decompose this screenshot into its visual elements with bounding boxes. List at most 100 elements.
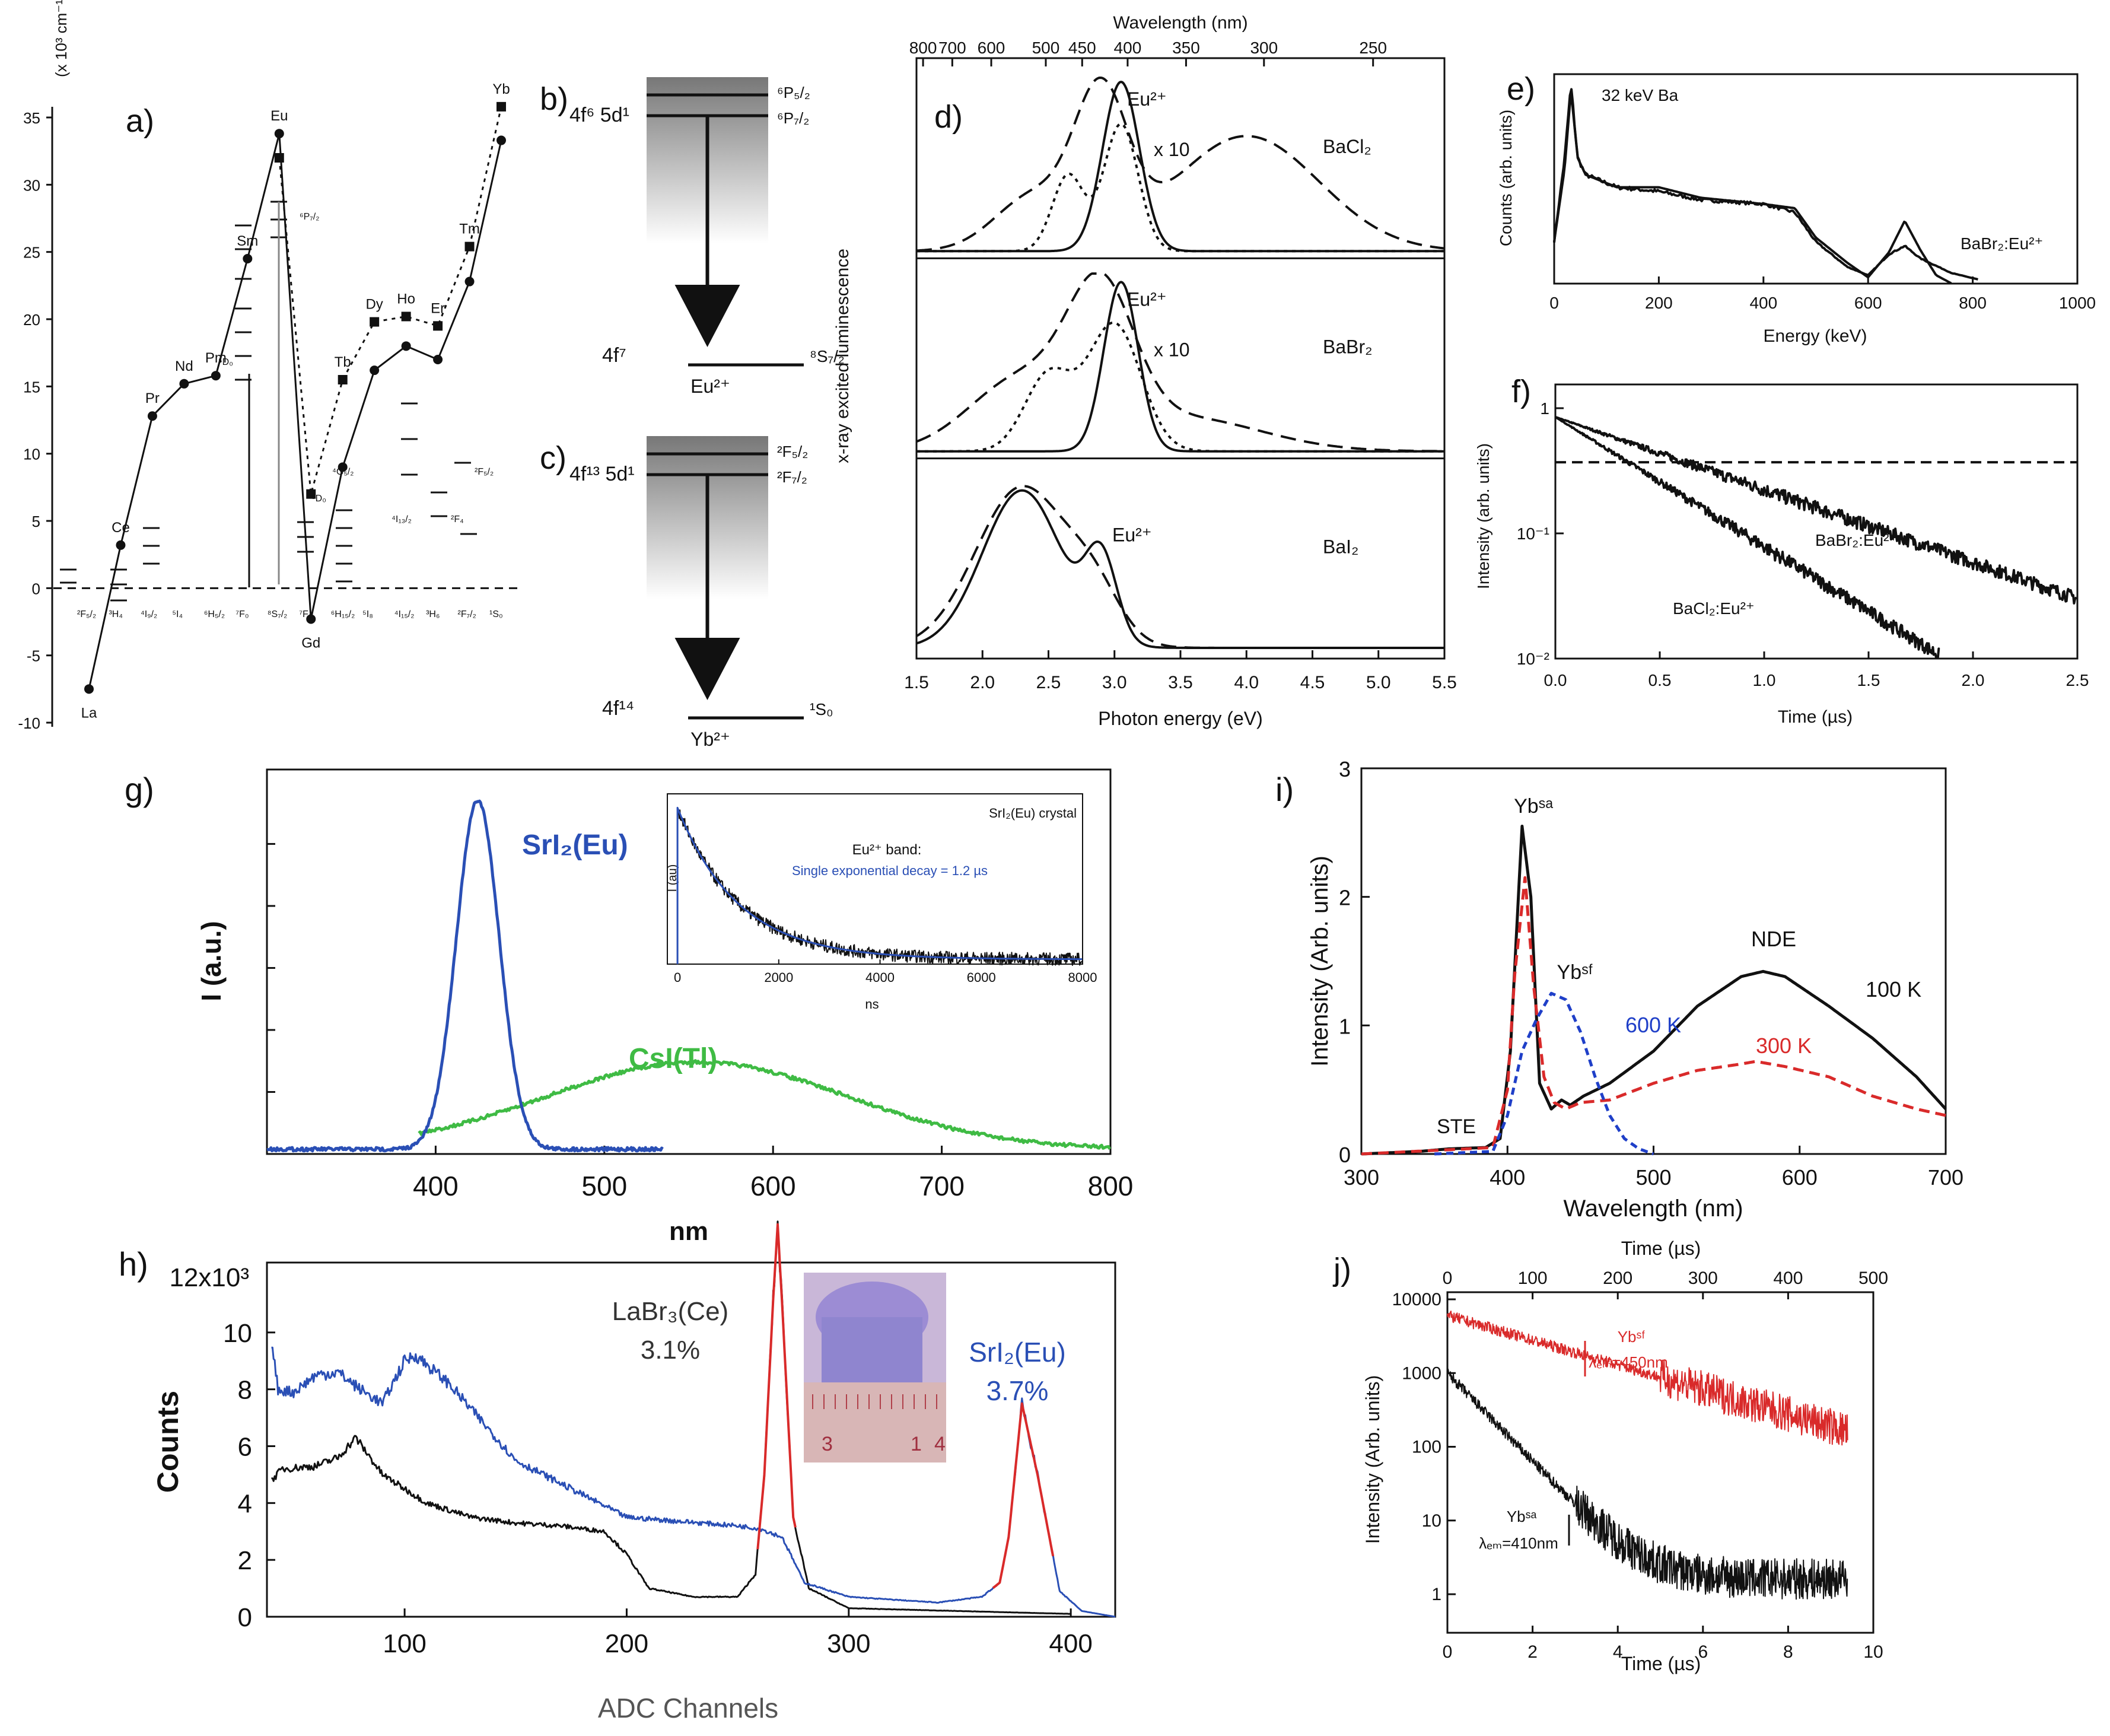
g-series-sri2 [266, 799, 664, 1153]
panel-label-c: c) [540, 440, 567, 476]
g-xtick-label: 600 [750, 1171, 796, 1201]
b-upper-config: 4f⁶ 5d¹ [569, 104, 629, 126]
a-ground-term: ⁶H₁₅/₂ [331, 609, 355, 619]
i-xtick-label: 600 [1782, 1165, 1818, 1190]
h-ytick-label: 6 [238, 1433, 252, 1462]
i-annotation-yb-sa: Ybˢᵃ [1514, 795, 1553, 818]
panel-label-g: g) [125, 771, 154, 808]
d-BaI₂-dashed [915, 485, 1444, 649]
h-ruler-digit: 3 [822, 1433, 833, 1455]
d-peak-label: Eu²⁺ [1127, 288, 1167, 310]
a-ground-term: ²F₇/₂ [458, 609, 476, 619]
j-ytick-label: 1 [1431, 1585, 1441, 1604]
a-element-label: Yb [492, 81, 510, 97]
f-ylabel: Intensity (arb. units) [1474, 443, 1492, 589]
c-arrow-head [674, 638, 740, 700]
i-xlabel: Wavelength (nm) [1563, 1196, 1743, 1222]
b-top-level-2: ⁶P₇/₂ [777, 109, 809, 127]
d-peak-label: Eu²⁺ [1112, 524, 1152, 546]
j-top-xtick-label: 400 [1773, 1268, 1803, 1288]
a-ytick-label: -5 [27, 647, 40, 665]
g-inset-xlabel: ns [865, 997, 879, 1012]
g-inset-frame [667, 793, 1083, 965]
d-compound-label: BaBr₂ [1323, 336, 1373, 357]
h-frame [266, 1261, 1116, 1618]
d-compound-label: BaI₂ [1323, 536, 1358, 558]
a-ground-term: ¹S₀ [489, 609, 503, 619]
d-BaBr₂-dotted [916, 321, 1444, 453]
f-frame [1554, 383, 2079, 660]
a-ytick-label: 15 [23, 378, 40, 396]
panel-label-f: f) [1511, 374, 1531, 409]
i-ytick-label: 3 [1339, 757, 1351, 781]
i-ytick-label: 0 [1339, 1143, 1351, 1167]
f-series-label: BaBr₂:Eu²⁺ [1815, 531, 1898, 549]
j-xtick-label: 0 [1443, 1642, 1453, 1662]
a-ytick-label: 0 [32, 580, 40, 597]
f-series-BaBr₂:Eu²⁺ [1555, 416, 2077, 605]
a-square-point [401, 311, 411, 322]
i-xtick-label: 700 [1928, 1165, 1963, 1190]
f-xlabel: Time (µs) [1778, 707, 1853, 727]
d-xtick-label: 3.0 [1102, 673, 1127, 692]
a-circle-point [370, 365, 380, 376]
c-top-level-2: ²F₇/₂ [777, 468, 807, 486]
a-level-label: ²F₄ [451, 514, 464, 524]
h-label-labr-res: 3.1% [641, 1336, 700, 1365]
d-BaBr₂-dashed [916, 272, 1444, 453]
panel-label-e: e) [1507, 71, 1535, 107]
h-ytop-label: 12x10³ [169, 1263, 249, 1292]
f-xtick-label: 1.0 [1753, 671, 1776, 689]
a-square-point [370, 317, 380, 327]
g-xtick-label: 700 [919, 1171, 965, 1201]
g-inset-xtick-label: 8000 [1068, 970, 1097, 985]
a-ground-term: ²F₅/₂ [77, 609, 96, 619]
a-circle-point [211, 371, 221, 381]
panel-label-j: j) [1332, 1252, 1351, 1287]
e-xtick-label: 800 [1959, 294, 1987, 312]
h-ruler-digit: 1 [911, 1433, 922, 1455]
g-xtick-label: 500 [581, 1171, 627, 1201]
e-xlabel: Energy (keV) [1763, 326, 1867, 346]
i-xtick-label: 500 [1635, 1165, 1671, 1190]
i-annotation-100k: 100 K [1866, 977, 1921, 1001]
a-circle-point [306, 614, 316, 624]
g-inset-band: Eu²⁺ band: [852, 842, 922, 858]
j-xtick-label: 6 [1698, 1642, 1708, 1662]
h-ytick-label: 4 [238, 1489, 252, 1518]
g-inset-xtick-label: 2000 [764, 970, 793, 985]
j-series-yb-sf [1447, 1311, 1848, 1446]
g-inset-xtick-label: 0 [674, 970, 681, 985]
j-annotation-sf-sub: λₑₘ=450nm [1589, 1353, 1668, 1371]
h-peak-fit-labr [756, 1223, 797, 1550]
h-crystal-body [822, 1317, 922, 1388]
a-level-label: ²F₅/₂ [475, 467, 494, 477]
i-annotation-ste: STE [1437, 1115, 1476, 1138]
g-inset-title: SrI₂(Eu) crystal [989, 806, 1077, 821]
f-ytick-label: 10⁻² [1517, 650, 1549, 668]
f-ytick-label: 1 [1540, 399, 1549, 418]
h-photo-ruler [804, 1382, 946, 1462]
i-annotation-yb-sf: Ybˢᶠ [1557, 961, 1593, 984]
d-xtick-label: 5.0 [1366, 673, 1391, 692]
j-xtick-label: 10 [1863, 1642, 1883, 1662]
h-xlabel: ADC Channels [598, 1693, 778, 1724]
panel-label-h: h) [119, 1245, 148, 1283]
b-lower-config: 4f⁷ [602, 344, 626, 367]
a-circle-point [464, 276, 475, 287]
a-element-label: Ho [397, 291, 415, 307]
e-frame [1553, 73, 2079, 285]
a-circle-point [147, 411, 157, 421]
i-ytick-label: 1 [1339, 1014, 1351, 1038]
h-ytick-label: 8 [238, 1376, 252, 1405]
d-compound-label: BaCl₂ [1323, 136, 1371, 157]
d-top-tick-label: 350 [1172, 39, 1200, 57]
d-BaBr₂-solid [916, 281, 1444, 453]
h-label-labr: LaBr₃(Ce) [612, 1297, 728, 1326]
g-inset-xtick-label: 4000 [865, 970, 895, 985]
h-ylabel: Counts [151, 1391, 184, 1493]
d-xtick-label: 4.5 [1300, 673, 1325, 692]
d-top-tick-label: 400 [1114, 39, 1142, 57]
a-ground-term: ⁵I₈ [362, 609, 373, 619]
